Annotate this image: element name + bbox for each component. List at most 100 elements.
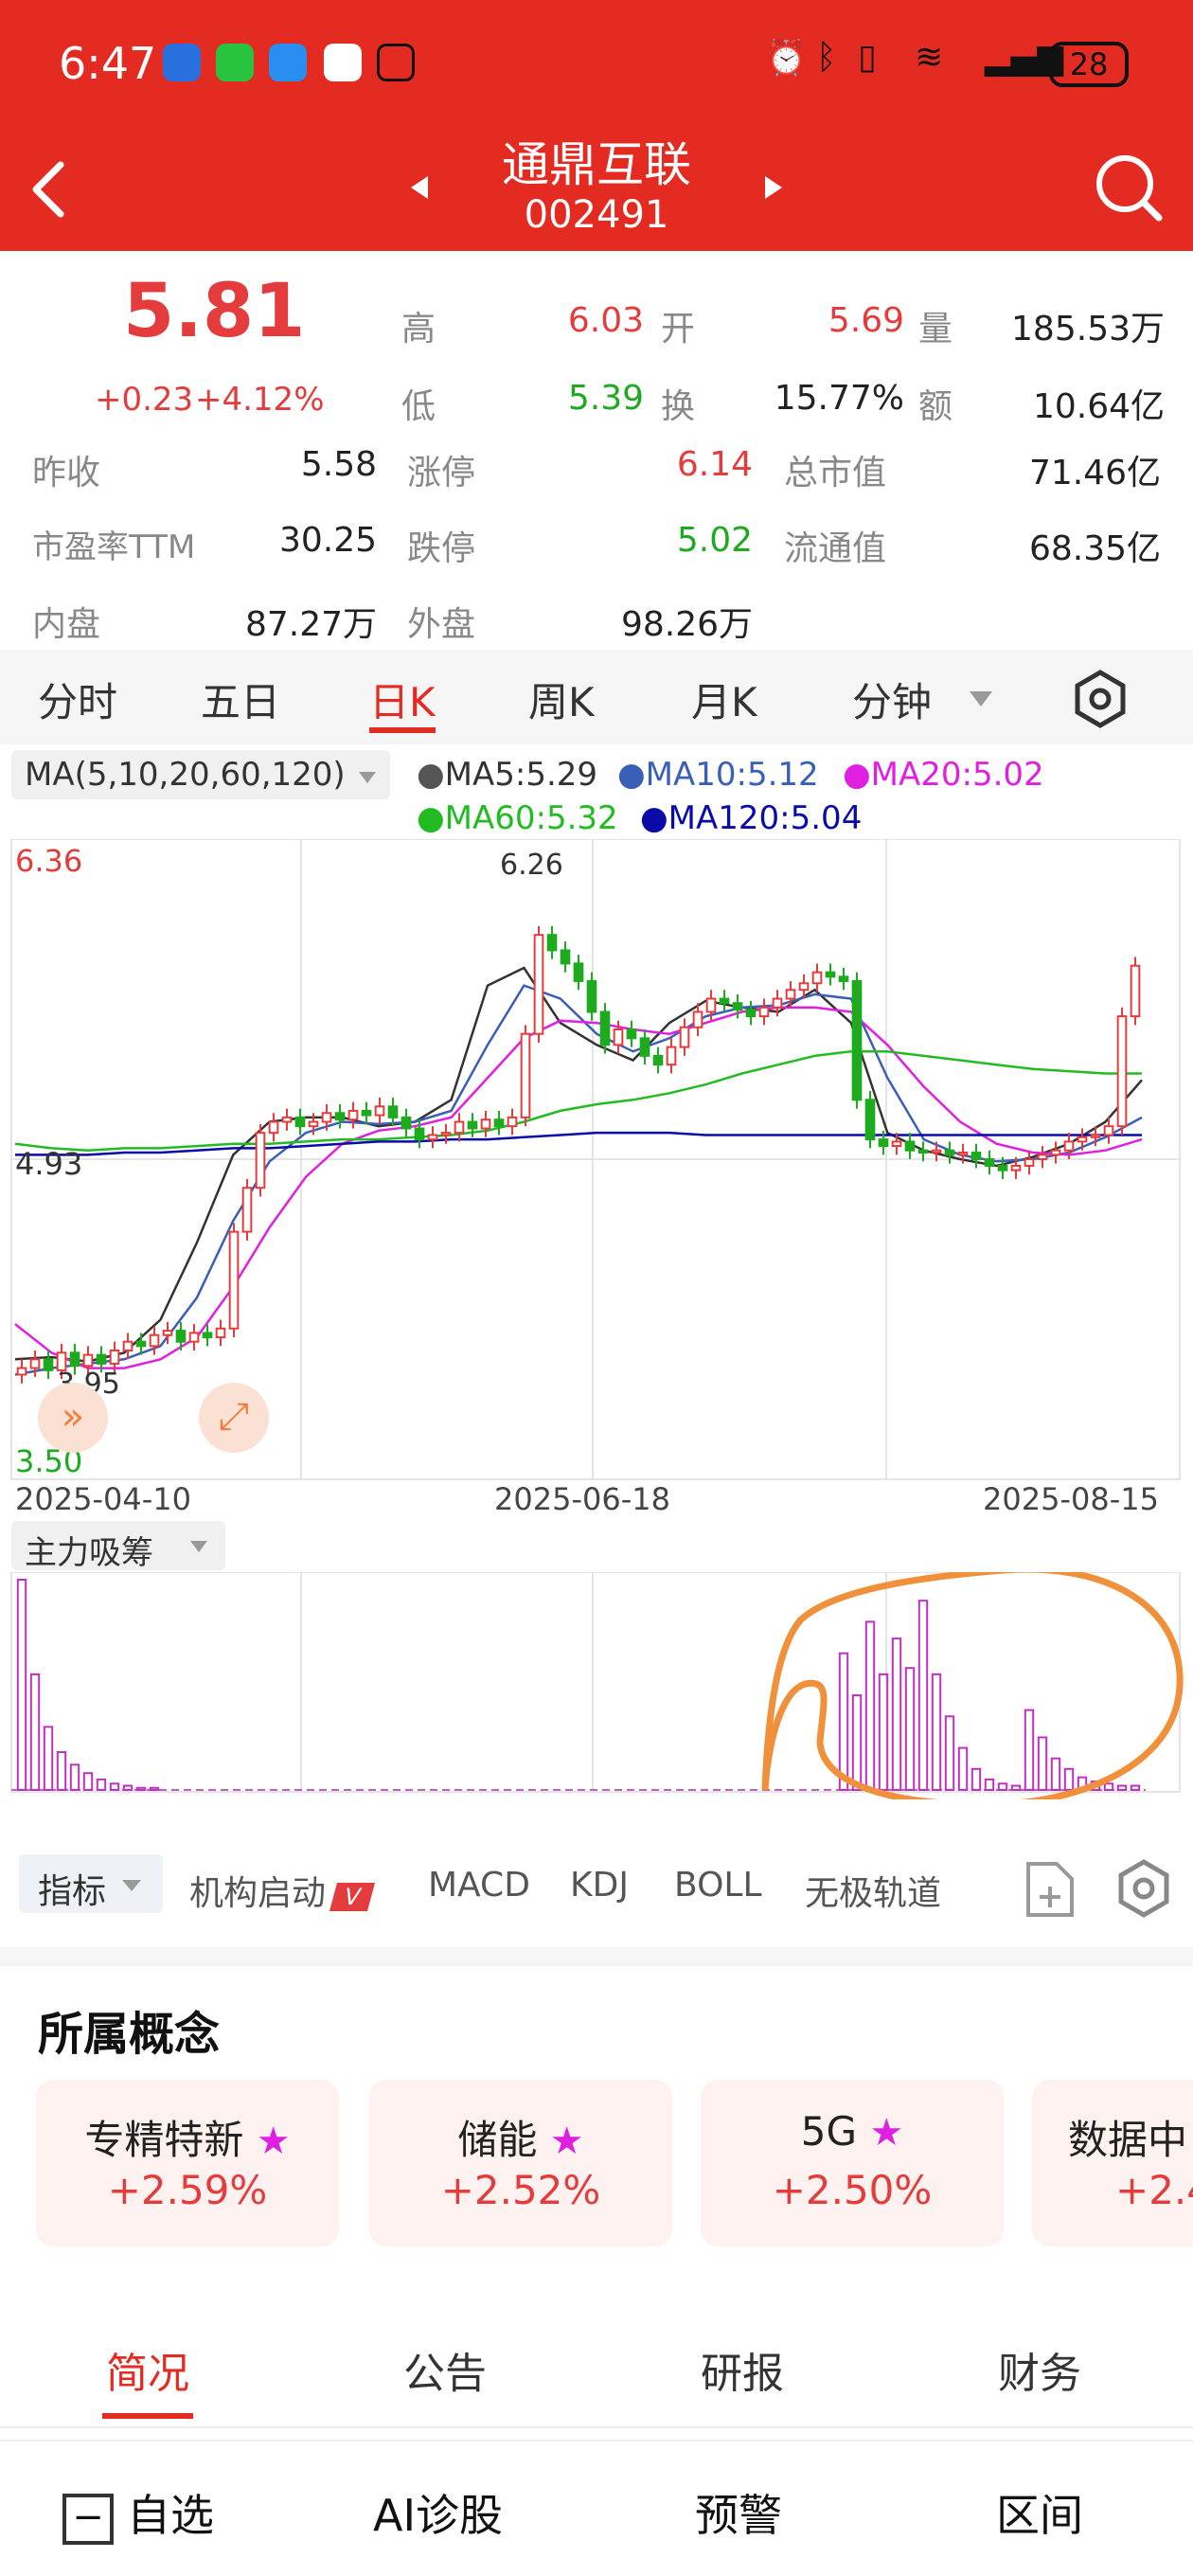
indicator-macd[interactable]: MACD <box>428 1866 530 1905</box>
candlestick-chart[interactable] <box>0 839 1193 1502</box>
candle <box>162 1330 173 1336</box>
indicator-kdj[interactable]: KDJ <box>570 1866 629 1905</box>
indicator-jigou[interactable]: 机构启动 V <box>189 1866 376 1915</box>
value-volume: 185.53万 <box>1011 310 1165 349</box>
candle <box>1103 1125 1114 1136</box>
divider <box>0 2426 1193 2428</box>
indicator-bar <box>891 1637 902 1791</box>
indicator-bar <box>149 1786 160 1791</box>
candle <box>135 1340 147 1348</box>
search-icon[interactable] <box>1091 150 1166 225</box>
candle <box>294 1116 306 1128</box>
ma-line-ma60 <box>14 1049 1142 1152</box>
stock-code: 002491 <box>524 193 669 237</box>
candle <box>122 1340 134 1351</box>
candle <box>401 1116 412 1130</box>
indicator-bar <box>917 1600 929 1792</box>
indicator-bar <box>957 1746 969 1792</box>
candle <box>984 1158 995 1167</box>
alert-button[interactable]: 预警 <box>695 2490 782 2541</box>
label-pe-ttm: 市盈率TTM <box>32 528 196 566</box>
back-icon[interactable] <box>27 159 68 220</box>
concept-card[interactable]: 5G ★ +2.50% <box>701 2080 1004 2246</box>
section-divider <box>0 1947 1193 1966</box>
tab-weekly-k[interactable]: 周K <box>528 679 595 725</box>
value-limit-up: 6.14 <box>676 445 753 484</box>
star-icon: ★ <box>256 2120 291 2163</box>
settings-icon[interactable] <box>1070 669 1131 729</box>
sub-indicator-chart[interactable] <box>0 1572 1193 1799</box>
candle <box>864 1099 876 1141</box>
indicator-selector-label: 指标 <box>38 1872 107 1911</box>
value-inner-vol: 87.27万 <box>244 605 377 644</box>
tab-announcements[interactable]: 公告 <box>403 2350 487 2398</box>
indicator-selector[interactable] <box>19 1854 163 1913</box>
candle <box>321 1112 332 1123</box>
indicator-bar <box>109 1782 120 1791</box>
chevron-down-icon <box>122 1880 141 1891</box>
legend-ma5: ●MA5:5.29 <box>417 756 598 794</box>
concept-name: 专精特新 <box>84 2117 244 2163</box>
candle <box>533 934 544 1035</box>
concept-name: 5G <box>800 2108 858 2155</box>
candle <box>944 1149 955 1156</box>
nfc-icon <box>377 44 415 81</box>
indicator-bar <box>851 1694 863 1792</box>
indicator-bar <box>864 1620 876 1792</box>
tab-financials[interactable]: 财务 <box>998 2350 1081 2398</box>
tab-five-day[interactable]: 五日 <box>201 679 281 725</box>
candle <box>970 1152 982 1161</box>
tab-research[interactable]: 研报 <box>701 2350 784 2398</box>
alarm-icon: ⏰ <box>765 39 808 78</box>
candle <box>732 1002 743 1011</box>
candle <box>202 1332 213 1339</box>
indicator-boll[interactable]: BOLL <box>674 1866 762 1905</box>
tab-overview[interactable]: 简况 <box>106 2350 189 2398</box>
label-limit-down: 跌停 <box>407 529 476 568</box>
candle <box>560 949 571 965</box>
indicator-wuji[interactable]: 无极轨道 <box>805 1874 942 1913</box>
candle <box>798 982 810 992</box>
chevron-down-icon[interactable] <box>968 689 994 708</box>
tab-minute[interactable]: 分钟 <box>852 679 933 725</box>
candle <box>440 1132 452 1136</box>
expand-left-button[interactable]: » <box>38 1383 108 1453</box>
add-indicator-icon[interactable] <box>1023 1860 1077 1919</box>
tab-daily-k[interactable]: 日K <box>369 679 436 725</box>
candle <box>56 1351 67 1371</box>
indicator-bar <box>931 1673 942 1791</box>
candle <box>1116 1015 1128 1128</box>
candle <box>1090 1134 1101 1138</box>
candle <box>639 1037 650 1057</box>
high-marker-label: 6.26 <box>500 849 563 882</box>
concepts-title: 所属概念 <box>38 2008 221 2061</box>
tab-intraday[interactable]: 分时 <box>38 679 118 725</box>
candle <box>772 997 783 1009</box>
next-stock-icon[interactable] <box>763 174 784 201</box>
price-change: +0.23 <box>95 381 194 419</box>
candle <box>838 975 849 982</box>
candle <box>268 1120 279 1135</box>
range-button[interactable]: 区间 <box>996 2490 1083 2541</box>
tab-monthly-k[interactable]: 月K <box>691 679 757 725</box>
qq-icon <box>324 44 362 81</box>
concept-card[interactable]: 专精特新 ★ +2.59% <box>36 2080 339 2246</box>
prev-stock-icon[interactable] <box>409 174 430 201</box>
indicator-bar <box>1063 1767 1075 1792</box>
concept-card[interactable]: 储能 ★ +2.52% <box>369 2080 672 2246</box>
price-change-pct: +4.12% <box>195 381 325 419</box>
indicator-bar <box>1103 1782 1114 1791</box>
concept-card[interactable]: 数据中 +2.4 <box>1032 2080 1193 2246</box>
watchlist-button[interactable]: − 自选 <box>62 2481 214 2545</box>
ma-selector[interactable] <box>11 750 390 799</box>
value-float-cap: 68.35亿 <box>1028 529 1161 568</box>
indicator-settings-icon[interactable] <box>1113 1858 1174 1919</box>
candle <box>785 989 796 1000</box>
legend-ma60: ●MA60:5.32 <box>417 799 618 837</box>
label-float-cap: 流通值 <box>784 529 887 568</box>
candle <box>825 971 836 978</box>
fullscreen-button[interactable]: ⤢ <box>199 1383 269 1453</box>
candle <box>175 1330 187 1343</box>
sub-indicator-selector[interactable] <box>11 1521 225 1570</box>
ai-diagnose-button[interactable]: AI诊股 <box>373 2490 504 2541</box>
